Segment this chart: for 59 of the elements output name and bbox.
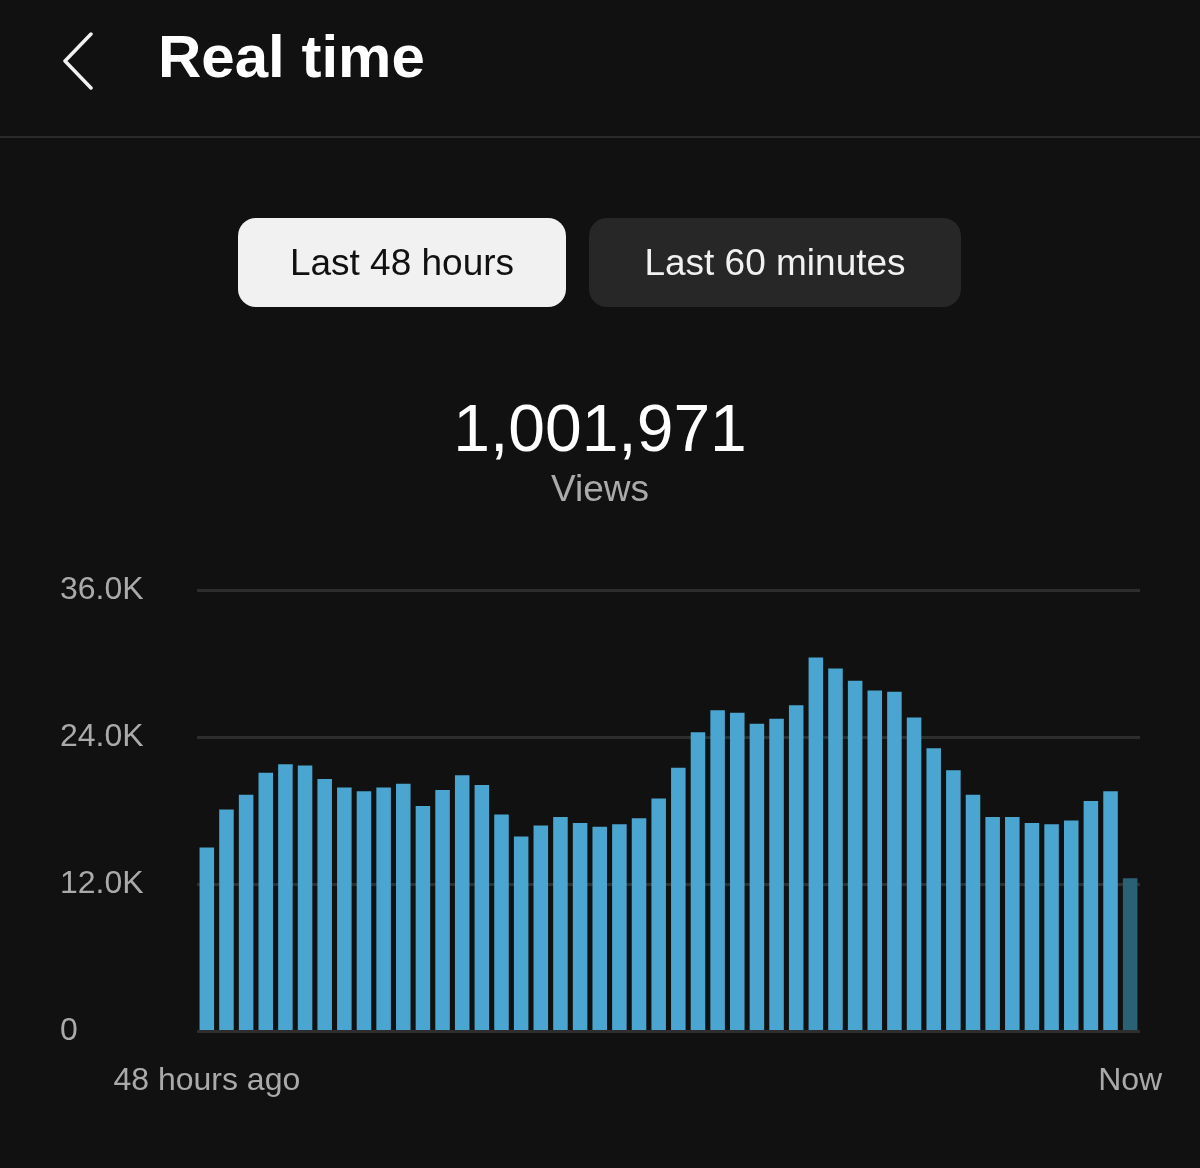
bar — [1005, 816, 1020, 1031]
bar — [219, 809, 234, 1031]
x-tick-label: Now — [1098, 1060, 1164, 1097]
bar — [435, 789, 450, 1031]
text: Last 48 hours — [238, 218, 566, 307]
bar — [1024, 823, 1040, 1031]
bar — [847, 680, 863, 1031]
bar — [278, 764, 293, 1031]
bar — [631, 818, 647, 1031]
y-tick-label: 0 — [60, 1011, 78, 1048]
bar — [317, 778, 332, 1031]
bar — [592, 826, 608, 1031]
y-tick-label: 24.0K — [60, 717, 144, 754]
bar — [1103, 791, 1118, 1031]
bar — [867, 690, 883, 1031]
y-tick-label: 36.0K — [60, 569, 144, 606]
bar — [533, 825, 549, 1031]
bar — [553, 816, 568, 1031]
bar — [828, 668, 843, 1031]
bar — [887, 691, 902, 1031]
bar — [710, 710, 725, 1031]
y-tick-label: 12.0K — [60, 864, 144, 901]
bar — [651, 798, 666, 1031]
bar — [238, 794, 254, 1031]
bar — [396, 783, 411, 1031]
bar — [1083, 800, 1099, 1031]
bar — [671, 767, 686, 1031]
chart-title: Real time — [158, 22, 425, 91]
bar — [494, 814, 509, 1031]
bar — [690, 732, 706, 1031]
bar — [612, 824, 627, 1031]
bar — [415, 805, 431, 1031]
bar — [1044, 824, 1059, 1031]
bar — [769, 718, 784, 1031]
bar — [337, 787, 352, 1031]
bar — [297, 765, 313, 1031]
bar — [376, 787, 391, 1031]
bar — [513, 836, 529, 1031]
text: 1,001,971 — [452, 390, 748, 466]
bar — [946, 770, 961, 1031]
bar — [729, 712, 745, 1031]
x-tick-label: 48 hours ago — [113, 1060, 301, 1097]
bar — [199, 847, 215, 1031]
bar — [258, 772, 274, 1031]
bar — [926, 748, 941, 1031]
bar — [356, 791, 372, 1031]
bar — [1122, 878, 1138, 1031]
bar — [985, 816, 1000, 1031]
bar — [749, 723, 765, 1031]
text: Last 60 minutes — [589, 218, 961, 307]
bar — [572, 823, 588, 1031]
bar — [454, 775, 470, 1031]
bar — [965, 794, 981, 1031]
bar — [1063, 820, 1079, 1031]
text: Views — [550, 468, 650, 510]
bar — [474, 785, 490, 1031]
bar — [788, 705, 804, 1031]
bar — [906, 717, 922, 1031]
bar — [808, 657, 824, 1031]
